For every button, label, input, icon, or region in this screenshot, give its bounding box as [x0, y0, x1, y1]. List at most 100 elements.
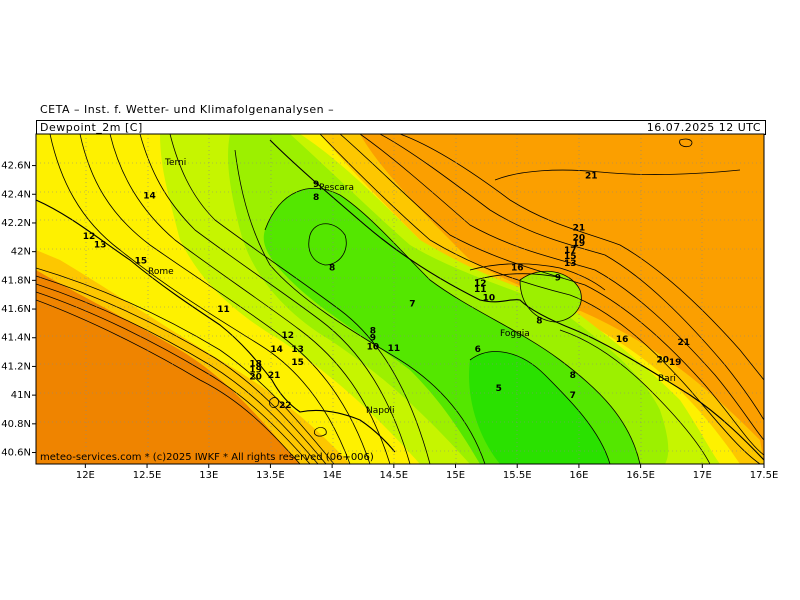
contour-line [339, 134, 764, 456]
city-label: Pescara [319, 183, 354, 193]
lon-tick-label: 17.5E [750, 470, 779, 481]
city-pescara: Pescara [319, 183, 354, 193]
contour-line [234, 149, 486, 464]
contour-line [559, 329, 711, 464]
contour-label: 12 [281, 331, 294, 341]
contour-label: 9 [555, 273, 561, 283]
city-bari: Bari [658, 374, 676, 384]
city-label: Foggia [500, 329, 530, 339]
lon-tick-label: 16.5E [626, 470, 655, 481]
contour-label: 13 [94, 240, 107, 250]
contour-label: 8 [536, 317, 542, 327]
contour-line [474, 273, 564, 281]
contour-label: 11 [474, 285, 487, 295]
contour-line [36, 267, 335, 464]
contour-label: 19 [249, 365, 262, 375]
lat-tick-label: 41.6N [1, 304, 31, 315]
contour-line [36, 275, 327, 464]
contour-label: 13 [564, 259, 577, 269]
source-title: CETA – Inst. f. Wetter- und Klimafolgena… [40, 103, 335, 116]
contour-label: 8 [313, 193, 319, 203]
contour-line [109, 134, 391, 464]
lat-tick-label: 41.8N [1, 275, 31, 286]
coastline [36, 139, 764, 461]
contour-label: 17 [564, 246, 577, 256]
contour-line [308, 223, 347, 266]
contour-label: 20 [249, 372, 262, 382]
island-ponza [269, 397, 279, 408]
field-sea-west [36, 260, 300, 464]
contour-label: 8 [570, 371, 576, 381]
lat-tick-label: 42.2N [1, 218, 31, 229]
contour-label: 11 [388, 344, 401, 354]
contour-line [469, 263, 606, 291]
contour-label: 16 [511, 263, 524, 273]
contour-label: 10 [367, 342, 380, 352]
contour-label: 15 [135, 256, 148, 266]
city-rome: Rome [148, 267, 174, 277]
contour-line [264, 188, 641, 464]
tyrrhenian-coast [36, 199, 396, 453]
field-bright-green [469, 351, 610, 464]
city-label: Bari [658, 374, 676, 384]
contour-line [519, 271, 582, 323]
city-label: Napoli [366, 406, 394, 416]
map-frame [35, 133, 765, 465]
contour-label: 15 [291, 358, 304, 368]
contour-label: 20 [573, 233, 586, 243]
valid-time: 16.07.2025 12 UTC [646, 121, 761, 134]
contour-label: 18 [249, 360, 262, 370]
graticule [36, 134, 764, 464]
city-napoli: Napoli [366, 406, 394, 416]
lon-tick-label: 15.5E [503, 470, 532, 481]
city-terni: Terni [164, 158, 186, 168]
city-label: Terni [164, 158, 186, 168]
city-markers: Terni Pescara Rome Foggia Napoli Bari [148, 158, 676, 416]
lon-tick-label: 17E [693, 470, 712, 481]
field-label: Dewpoint_2m [C] [40, 121, 143, 134]
contour-label: 12 [83, 232, 96, 242]
contour-label: 7 [409, 299, 415, 309]
lon-tick-label: 13.5E [256, 470, 285, 481]
contour-label: 14 [143, 192, 156, 202]
contour-line [379, 134, 764, 421]
contour-label: 5 [496, 384, 502, 394]
contour-lines [36, 134, 764, 464]
contour-label: 15 [564, 252, 577, 262]
lon-tick-label: 16E [569, 470, 588, 481]
contour-label: 9 [370, 334, 376, 344]
lat-tick-label: 40.6N [1, 448, 31, 459]
city-label: Rome [148, 267, 174, 277]
contour-line [319, 134, 761, 464]
lat-tick-label: 41N [11, 390, 31, 401]
lon-tick-label: 15E [446, 470, 465, 481]
credit-line: meteo-services.com * (c)2025 IWKF * All … [40, 452, 374, 463]
lon-tick-label: 13E [199, 470, 218, 481]
axis-labels: 12E 12.5E 13E 13.5E 14E 14.5E 15E 15.5E 16E 16.5E… [1, 161, 778, 481]
contour-label: 7 [570, 391, 576, 401]
contour-label: 12 [474, 279, 487, 289]
map-plot-area: Terni Pescara Rome Foggia Napoli Bari 9 8… [36, 134, 764, 464]
contour-line [469, 351, 611, 464]
title-bar: Dewpoint_2m [C] 16.07.2025 12 UTC [36, 120, 766, 135]
contour-line [49, 134, 351, 464]
lon-tick-label: 12.5E [133, 470, 162, 481]
contour-line [139, 134, 411, 464]
contour-line [36, 291, 311, 464]
contour-label: 16 [616, 335, 629, 345]
lat-tick-label: 42.4N [1, 189, 31, 200]
contour-line [36, 283, 319, 464]
contour-label: 14 [270, 345, 283, 355]
contour-label: 21 [585, 172, 598, 182]
contour-line [169, 134, 431, 464]
contour-label: 11 [217, 305, 230, 315]
contour-line [399, 134, 764, 381]
contour-line [79, 134, 371, 464]
contour-line [36, 299, 301, 464]
contour-label: 19 [669, 358, 682, 368]
contour-label: 8 [329, 263, 335, 273]
lon-tick-label: 14E [323, 470, 342, 481]
contour-label: 13 [291, 345, 304, 355]
